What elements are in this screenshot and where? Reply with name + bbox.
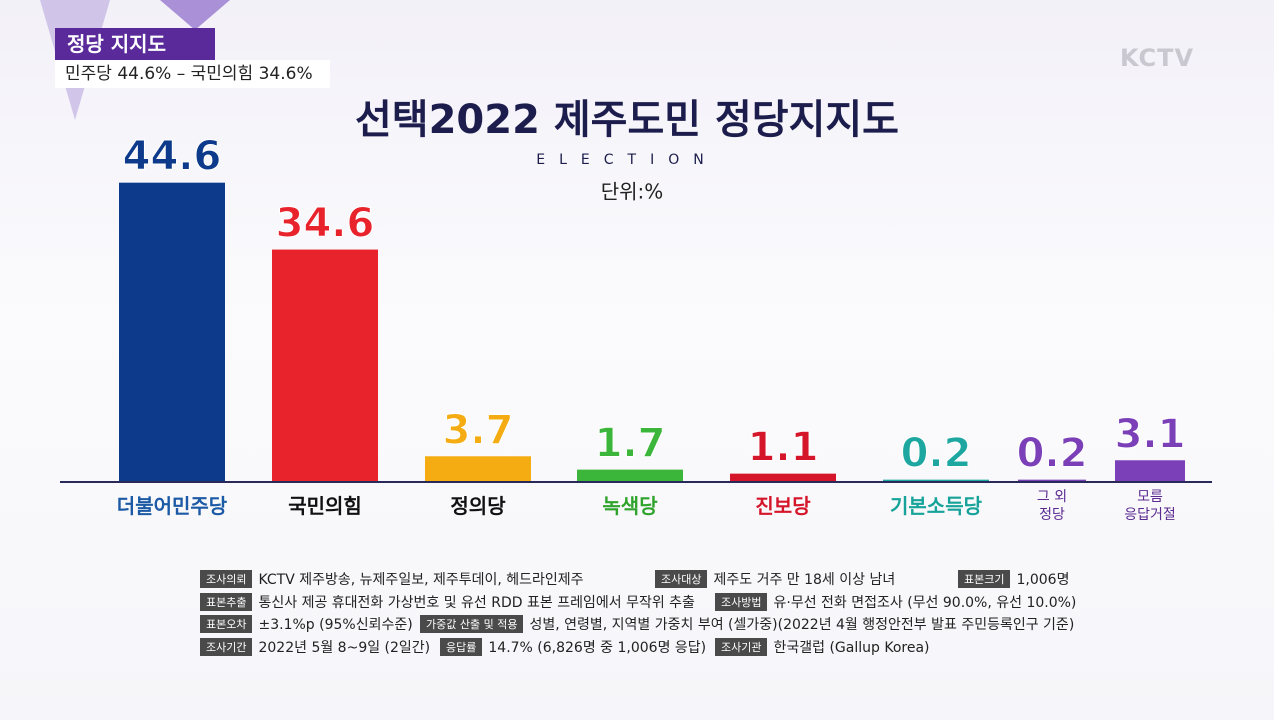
bar bbox=[883, 479, 989, 481]
value-label: 3.7 bbox=[443, 407, 514, 453]
bar bbox=[1115, 460, 1185, 481]
value-label: 44.6 bbox=[123, 134, 222, 180]
footer-text: 2022년 5월 8~9일 (2일간) bbox=[258, 640, 431, 656]
footer-item: 응답률 14.7% (6,826명 중 1,006명 응답) bbox=[440, 637, 706, 657]
bar bbox=[577, 469, 683, 481]
footer-item: 표본오차 ±3.1%p (95%신뢰수준) bbox=[200, 614, 413, 634]
footer-item: 표본크기 1,006명 bbox=[958, 569, 1069, 589]
badge: 정당 지지도 bbox=[55, 28, 215, 60]
footer-item: 조사의뢰 KCTV 제주방송, 뉴제주일보, 제주투데이, 헤드라인제주 bbox=[200, 569, 584, 589]
value-label: 1.1 bbox=[748, 425, 819, 471]
footer-label: 조사방법 bbox=[715, 593, 768, 611]
footer-text: 유·무선 전화 면접조사 (무선 90.0%, 유선 10.0%) bbox=[773, 595, 1077, 611]
bar bbox=[119, 182, 225, 482]
footer-item: 조사방법 유·무선 전화 면접조사 (무선 90.0%, 유선 10.0%) bbox=[715, 592, 1076, 612]
chart-subtitle: ELECTION bbox=[536, 152, 717, 168]
footer-label: 조사기관 bbox=[715, 638, 768, 656]
value-label: 34.6 bbox=[276, 201, 375, 247]
footer-text: ±3.1%p (95%신뢰수준) bbox=[258, 617, 413, 633]
category-label: 더불어민주당 bbox=[116, 494, 228, 518]
bar bbox=[272, 249, 378, 481]
footer-item: 가중값 산출 및 적용 성별, 연령별, 지역별 가중치 부여 (셀가중)(202… bbox=[420, 614, 1074, 634]
value-label: 0.2 bbox=[1017, 431, 1088, 477]
category-label: 정의당 bbox=[450, 494, 506, 518]
footer-item: 조사기간 2022년 5월 8~9일 (2일간) bbox=[200, 637, 430, 657]
footer-text: 성별, 연령별, 지역별 가중치 부여 (셀가중)(2022년 4월 행정안전부… bbox=[529, 617, 1075, 633]
decor bbox=[160, 0, 230, 30]
footer-label: 표본크기 bbox=[958, 570, 1011, 588]
footer-label: 가중값 산출 및 적용 bbox=[420, 615, 524, 633]
value-label: 0.2 bbox=[901, 431, 972, 477]
category-label: 녹색당 bbox=[602, 494, 658, 518]
footer-label: 조사의뢰 bbox=[200, 570, 253, 588]
footer-text: 14.7% (6,826명 중 1,006명 응답) bbox=[488, 640, 707, 656]
category-label: 모름 응답거절 bbox=[1124, 489, 1176, 523]
category-label: 국민의힘 bbox=[288, 494, 362, 518]
summary: 민주당 44.6% – 국민의힘 34.6% bbox=[55, 60, 330, 88]
unit-note: 단위:% bbox=[601, 180, 664, 204]
footer-label: 표본오차 bbox=[200, 615, 253, 633]
bar bbox=[1018, 479, 1086, 481]
footer-text: 한국갤럽 (Gallup Korea) bbox=[773, 640, 930, 656]
footer-label: 조사기간 bbox=[200, 638, 253, 656]
chart-title: 선택2022 제주도민 정당지지도 bbox=[355, 97, 899, 143]
footer-label: 응답률 bbox=[440, 638, 483, 656]
footer-text: KCTV 제주방송, 뉴제주일보, 제주투데이, 헤드라인제주 bbox=[258, 572, 584, 588]
category-label: 그 외 정당 bbox=[1036, 489, 1068, 523]
logo: KCTV bbox=[1120, 44, 1195, 72]
bar bbox=[425, 456, 531, 481]
category-label: 기본소득당 bbox=[890, 494, 982, 518]
footer-item: 표본추출 통신사 제공 휴대전화 가상번호 및 유선 RDD 표본 프레임에서 무… bbox=[200, 592, 695, 612]
footer-text: 1,006명 bbox=[1016, 572, 1070, 588]
value-label: 3.1 bbox=[1115, 411, 1186, 457]
footer-text: 제주도 거주 만 18세 이상 남녀 bbox=[713, 572, 896, 588]
bar bbox=[730, 473, 836, 481]
value-label: 1.7 bbox=[595, 421, 666, 467]
footer-text: 통신사 제공 휴대전화 가상번호 및 유선 RDD 표본 프레임에서 무작위 추… bbox=[258, 595, 695, 611]
footer-label: 조사대상 bbox=[655, 570, 708, 588]
footer-item: 조사대상 제주도 거주 만 18세 이상 남녀 bbox=[655, 569, 895, 589]
category-label: 진보당 bbox=[755, 494, 811, 518]
footer-item: 조사기관 한국갤럽 (Gallup Korea) bbox=[715, 637, 930, 657]
footer-label: 표본추출 bbox=[200, 593, 253, 611]
